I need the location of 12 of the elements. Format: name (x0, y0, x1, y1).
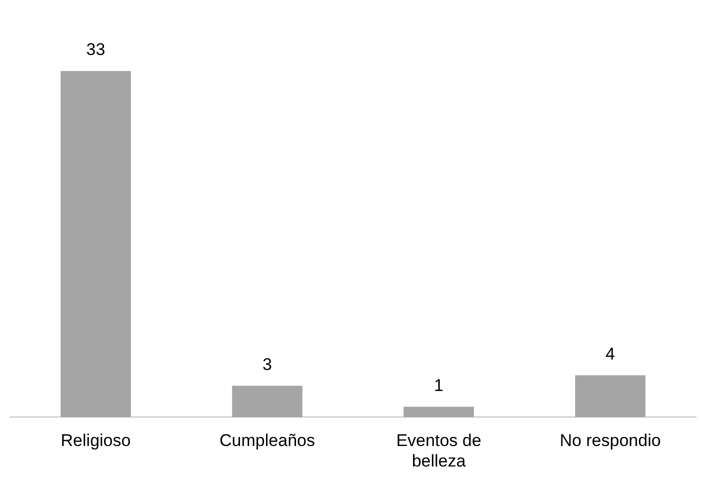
bar (404, 406, 474, 418)
x-tick-label: Eventos de belleza (396, 431, 482, 470)
x-tick-label: Cumpleaños (220, 431, 315, 450)
data-label: 1 (434, 376, 444, 395)
x-tick-label: No respondio (560, 431, 661, 450)
bar (575, 375, 646, 418)
bar (60, 70, 131, 418)
data-label: 3 (262, 354, 272, 374)
data-label: 4 (606, 344, 615, 364)
bar (232, 386, 302, 418)
x-tick-label: Religioso (60, 431, 131, 450)
data-label: 33 (86, 40, 106, 60)
